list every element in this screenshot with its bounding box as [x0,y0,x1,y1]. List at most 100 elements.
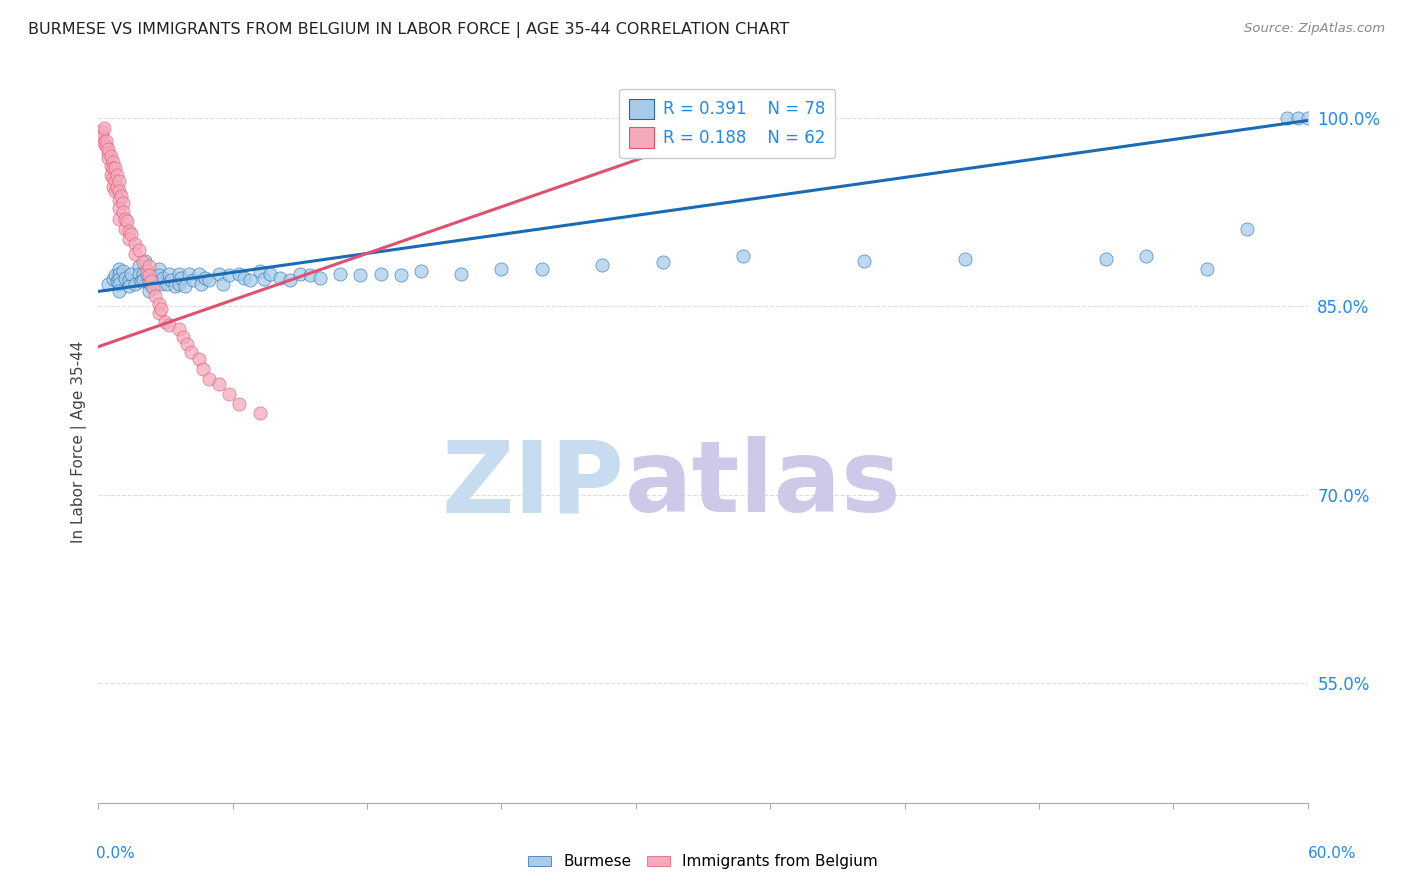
Point [149,301,172,316]
Point [299,268,322,282]
Point [148,268,170,282]
Point [179,267,201,281]
Point [148,297,170,311]
Point [139,278,162,293]
Point [101,171,124,186]
Point [107,261,129,276]
Point [167,277,190,291]
Point [128,267,150,281]
Point [107,202,129,216]
Point [176,337,198,351]
Point [111,264,134,278]
Point [163,279,186,293]
Point [96,134,118,148]
Point [198,273,221,287]
Point [1095,252,1118,266]
Point [114,270,136,285]
Point [212,277,235,291]
Point [190,277,212,291]
Point [132,273,155,287]
Text: ZIP: ZIP [441,436,624,533]
Point [103,174,125,188]
Point [107,211,129,226]
Point [409,264,432,278]
Point [101,180,124,194]
Point [138,274,160,288]
Point [208,267,231,281]
Point [101,161,124,176]
Point [107,285,129,299]
Point [269,270,291,285]
Point [530,261,553,276]
Point [97,146,120,161]
Point [105,274,128,288]
Y-axis label: In Labor Force | Age 35-44: In Labor Force | Age 35-44 [72,341,87,542]
Point [105,180,128,194]
Point [132,267,155,281]
Point [132,255,155,269]
Point [1135,249,1157,263]
Point [953,252,976,266]
Point [218,268,240,282]
Point [93,136,115,150]
Point [174,279,197,293]
Point [156,277,179,291]
Point [259,267,281,281]
Point [152,270,174,285]
Point [389,268,412,282]
Point [107,277,129,291]
Point [114,211,136,226]
Point [288,267,311,281]
Point [160,273,183,287]
Point [239,273,262,287]
Point [124,246,146,260]
Point [1296,111,1319,125]
Point [91,123,114,137]
Point [107,272,129,286]
Point [142,280,165,294]
Point [228,397,250,411]
Point [148,306,170,320]
Text: 60.0%: 60.0% [1309,846,1357,861]
Point [89,126,111,140]
Point [111,196,134,211]
Point [103,161,125,176]
Point [450,267,472,281]
Point [309,270,332,285]
Point [107,193,129,207]
Point [733,249,755,263]
Point [188,352,211,367]
Point [107,174,129,188]
Legend: R = 0.391    N = 78, R = 0.188    N = 62: R = 0.391 N = 78, R = 0.188 N = 62 [619,88,835,158]
Point [101,155,124,169]
Point [491,261,513,276]
Point [93,121,115,136]
Point [97,142,120,156]
Text: atlas: atlas [624,436,901,533]
Point [100,149,122,163]
Point [349,268,371,282]
Point [120,267,142,281]
Point [853,254,876,268]
Point [118,231,141,245]
Point [101,272,124,286]
Point [148,261,170,276]
Point [181,273,204,287]
Point [103,184,125,198]
Point [157,267,180,281]
Point [138,268,160,282]
Point [100,168,122,182]
Point [118,224,141,238]
Point [103,268,125,282]
Point [124,277,146,291]
Point [138,285,160,299]
Point [97,277,120,291]
Point [100,159,122,173]
Point [180,344,202,359]
Point [249,406,271,420]
Point [96,138,118,153]
Text: 0.0%: 0.0% [96,846,135,861]
Point [118,273,141,287]
Point [1236,221,1258,235]
Point [115,214,138,228]
